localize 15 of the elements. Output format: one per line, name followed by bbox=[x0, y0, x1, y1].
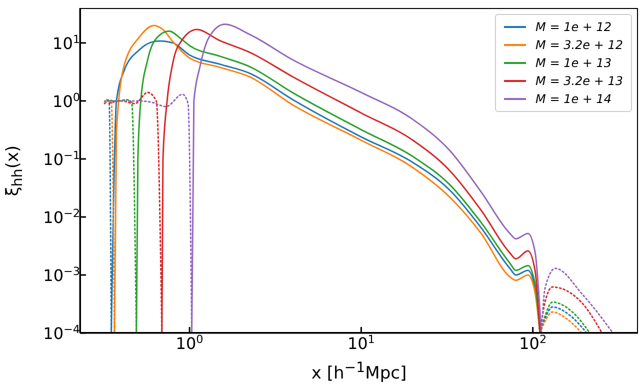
y-tick-label: 10$^{−4}$ bbox=[43, 322, 80, 343]
y-tick-label: 10$^{−3}$ bbox=[43, 264, 80, 285]
y-tick-label: 10$^{−1}$ bbox=[43, 148, 80, 169]
x-tick-label: 10$^{1}$ bbox=[347, 332, 375, 353]
y-tick-label: 10$^{1}$ bbox=[52, 32, 80, 53]
y-tick-label: 10$^{0}$ bbox=[52, 90, 80, 111]
legend-label: M = 3.2e + 12 bbox=[536, 37, 623, 54]
x-tick-label: 10$^{2}$ bbox=[519, 332, 547, 353]
legend-label: M = 1e + 13 bbox=[536, 55, 612, 72]
legend-label: M = 1e + 14 bbox=[536, 91, 612, 108]
legend-label: M = 1e + 12 bbox=[536, 19, 612, 36]
x-tick-label: 10$^{0}$ bbox=[176, 332, 204, 353]
y-tick-label: 10$^{−2}$ bbox=[43, 206, 80, 227]
x-axis-title: x [h$^{−1}$Mpc] bbox=[310, 360, 408, 384]
legend-label: M = 3.2e + 13 bbox=[536, 73, 623, 90]
